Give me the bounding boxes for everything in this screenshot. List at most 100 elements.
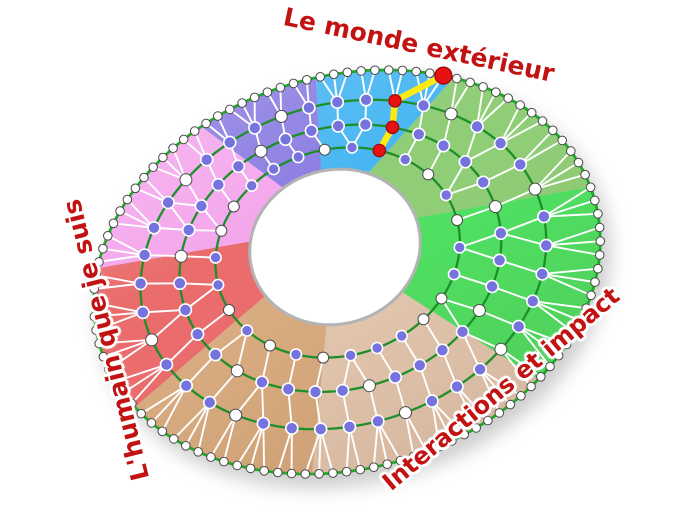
mesh-edge	[459, 246, 500, 262]
mesh-node	[411, 66, 422, 77]
mesh-edge	[95, 311, 144, 332]
mesh-node	[190, 327, 205, 342]
mesh-node	[355, 464, 366, 475]
mesh-node	[503, 93, 514, 103]
mesh-node	[370, 341, 384, 355]
mesh-edge	[93, 301, 144, 314]
mesh-node	[359, 93, 373, 107]
mesh-edge	[543, 212, 598, 218]
mesh-edge	[499, 104, 522, 144]
mesh-node	[485, 279, 499, 294]
mesh-edge	[108, 339, 153, 371]
mesh-node	[199, 152, 214, 167]
mesh-node	[344, 348, 357, 362]
mesh-node	[94, 338, 104, 349]
mesh-node	[425, 394, 439, 408]
mesh-edge	[479, 368, 522, 397]
mesh-edge	[184, 402, 211, 447]
mesh-node	[122, 194, 133, 205]
mesh-node	[505, 399, 516, 410]
mesh-node	[478, 82, 488, 92]
mesh-node	[451, 214, 464, 227]
mesh-node	[148, 162, 158, 172]
mesh-node	[178, 303, 193, 317]
mesh-node	[94, 257, 104, 267]
mesh-node	[179, 378, 193, 393]
mesh-edge	[103, 338, 153, 358]
torus-hole	[248, 167, 422, 327]
mesh-edge	[456, 386, 478, 429]
mesh-node	[304, 124, 319, 138]
mesh-node	[264, 339, 276, 352]
mesh-node	[174, 249, 188, 263]
mesh-node	[146, 418, 157, 428]
mesh-node	[342, 419, 357, 434]
mesh-edge	[261, 382, 265, 424]
mesh-node	[395, 329, 409, 343]
mesh-node	[472, 304, 486, 317]
mesh-edge	[404, 412, 415, 457]
mesh-node	[230, 364, 244, 378]
mesh-node	[382, 459, 393, 470]
mesh-node	[494, 226, 508, 240]
mesh-edge	[519, 139, 563, 166]
mesh-node	[302, 100, 316, 115]
mesh-node	[435, 343, 450, 358]
mesh-node	[473, 362, 487, 377]
mesh-node	[229, 408, 243, 422]
mesh-edge	[542, 267, 598, 275]
mesh-node	[245, 179, 258, 192]
mesh-edge	[534, 173, 586, 191]
mesh-edge	[276, 427, 293, 473]
mesh-node	[516, 391, 526, 401]
mesh-node	[127, 398, 137, 409]
mesh-node	[425, 68, 435, 78]
mesh-node	[157, 426, 168, 437]
mesh-node	[240, 324, 254, 337]
mesh-node	[89, 311, 100, 322]
mesh-edge	[151, 309, 187, 341]
mesh-node	[115, 206, 125, 216]
mesh-edge	[542, 273, 596, 284]
mesh-node	[395, 455, 406, 466]
mesh-edge	[185, 354, 217, 387]
mesh-node	[315, 72, 326, 82]
mesh-node	[465, 77, 475, 88]
mesh-edge	[262, 423, 266, 471]
mesh-node	[255, 375, 269, 390]
mesh-edge	[377, 420, 402, 462]
mesh-node	[329, 69, 339, 80]
mesh-edge	[404, 412, 428, 453]
mesh-node	[278, 132, 293, 147]
mesh-node	[398, 153, 412, 166]
mesh-node	[557, 135, 568, 146]
mesh-node	[274, 109, 288, 123]
mesh-node	[493, 136, 508, 151]
mesh-node	[104, 364, 114, 375]
mesh-node	[458, 155, 473, 169]
mesh-node	[580, 169, 590, 180]
mesh-node	[370, 65, 380, 75]
mesh-node	[147, 221, 161, 235]
mesh-edge	[208, 370, 239, 404]
mesh-edge	[543, 199, 596, 218]
mesh-node	[331, 119, 346, 133]
path-node	[372, 143, 387, 158]
mesh-edge	[491, 285, 534, 303]
mesh-node	[491, 87, 501, 97]
mesh-node	[211, 278, 225, 292]
mesh-node	[159, 357, 174, 372]
mesh-node	[225, 104, 235, 115]
mesh-node	[593, 209, 603, 219]
mesh-node	[91, 325, 101, 336]
mesh-node	[526, 381, 536, 392]
mesh-edge	[131, 364, 168, 405]
mesh-node	[318, 143, 331, 156]
mesh-node	[288, 78, 299, 89]
mesh-node	[590, 277, 600, 287]
mesh-edge	[140, 384, 187, 415]
mesh-node	[173, 276, 187, 291]
mesh-edge	[372, 421, 379, 468]
